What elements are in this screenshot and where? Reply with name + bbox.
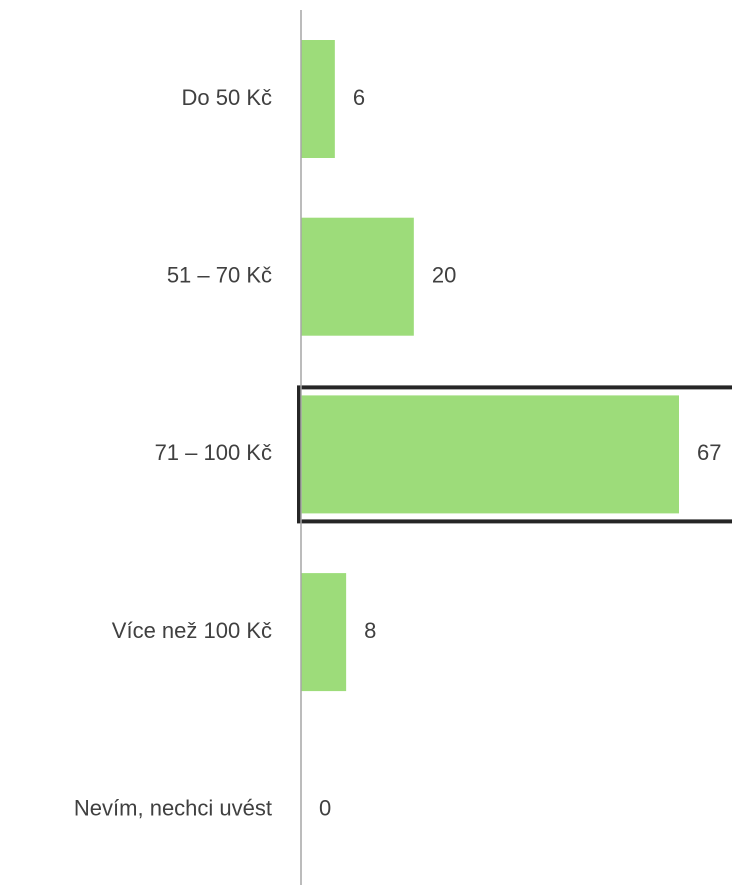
- value-label: 20: [432, 263, 456, 288]
- value-label: 8: [364, 618, 376, 643]
- bar: [301, 395, 679, 514]
- highlight-box: [297, 385, 732, 524]
- bar: [301, 217, 414, 336]
- category-label: 51 – 70 Kč: [167, 263, 272, 288]
- category-label: Nevím, nechci uvést: [74, 796, 272, 821]
- value-label: 67: [697, 440, 721, 465]
- category-label: Do 50 Kč: [182, 85, 273, 110]
- bar: [301, 573, 347, 692]
- value-label: 6: [353, 85, 365, 110]
- bar: [301, 40, 335, 158]
- category-label: Více než 100 Kč: [112, 618, 272, 643]
- value-label: 0: [319, 796, 331, 821]
- category-label: 71 – 100 Kč: [155, 440, 272, 465]
